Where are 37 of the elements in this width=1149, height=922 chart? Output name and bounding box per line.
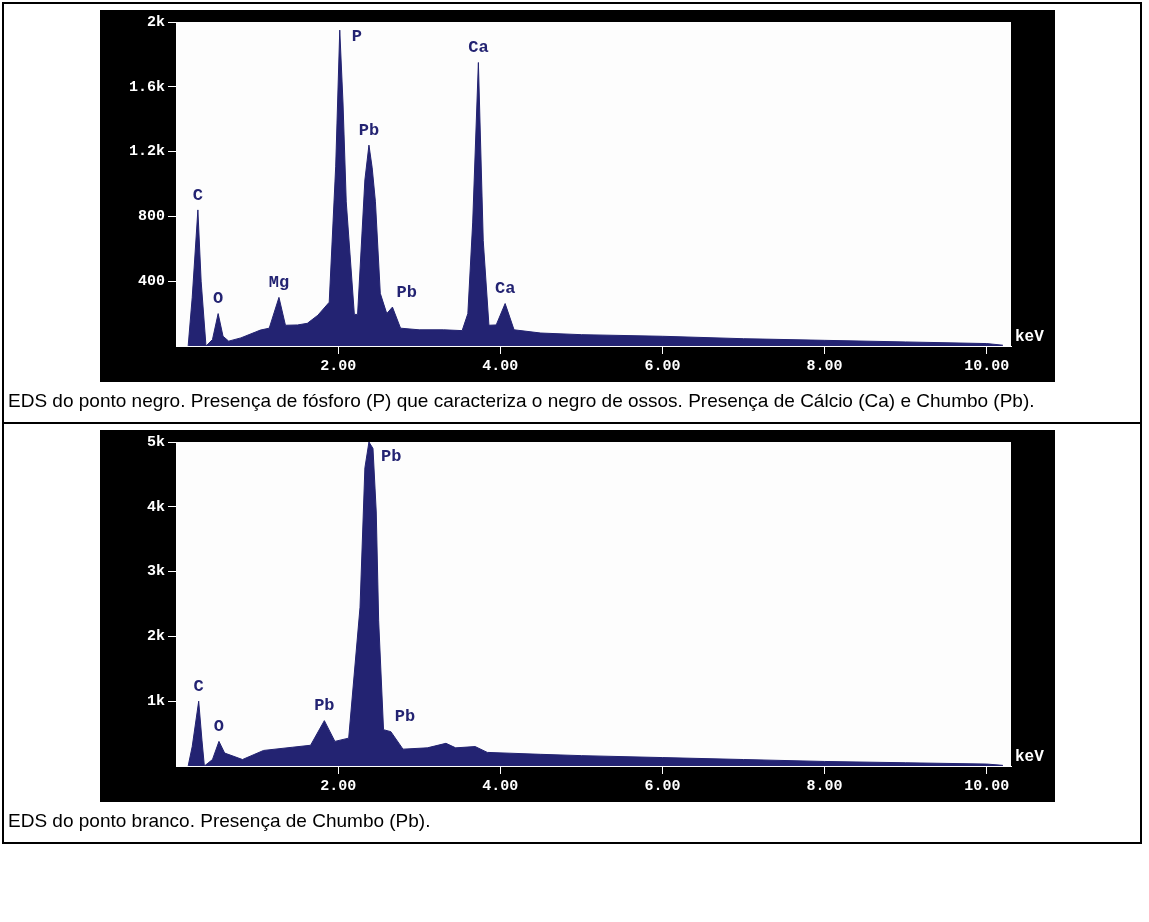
text: EDS do ponto negro. Presença de fósforo (P) que caracteriza o negro de ossos. Presença de Cálcio (Ca) e Chumbo (Pb).: [7, 389, 1036, 413]
y-tick-label: 800: [137, 208, 165, 226]
annotation: P: [351, 26, 362, 46]
annotation: Pb: [394, 707, 416, 727]
annotation: Mg: [268, 273, 290, 293]
y-tick-label: 4k: [146, 498, 165, 516]
y-tick-label: 2k: [146, 628, 165, 646]
y-tick-label: 400: [137, 272, 165, 290]
x-axis-title: keV: [1015, 748, 1045, 767]
x-tick-label: 6.00: [644, 357, 681, 375]
annotation: C: [192, 185, 203, 205]
y-tick-label: 1k: [146, 692, 165, 710]
annotation: Pb: [358, 120, 380, 140]
y-tick-label: 5k: [146, 433, 165, 451]
x-tick-label: 4.00: [482, 777, 519, 795]
x-tick-label: 2.00: [320, 777, 357, 795]
y-tick-label: 3k: [146, 563, 165, 581]
x-tick-label: 8.00: [806, 357, 843, 375]
text: EDS do ponto branco. Presença de Chumbo (Pb).: [7, 809, 432, 833]
x-tick-label: 8.00: [806, 777, 843, 795]
annotation: C: [193, 676, 204, 696]
annotation: Ca: [468, 38, 489, 58]
annotation: Pb: [396, 282, 417, 302]
annotation: Ca: [494, 279, 516, 299]
x-tick-label: 10.00: [964, 777, 1010, 795]
y-tick-label: 1.6k: [128, 78, 165, 96]
x-tick-label: 6.00: [644, 777, 681, 795]
y-tick-label: 2k: [146, 13, 165, 31]
x-tick-label: 10.00: [964, 357, 1010, 375]
annotation: Pb: [380, 446, 402, 466]
y-tick-label: 1.2k: [128, 143, 165, 161]
x-axis-title: keV: [1015, 328, 1045, 347]
x-tick-label: 2.00: [320, 357, 357, 375]
x-tick-label: 4.00: [482, 357, 519, 375]
annotation: O: [213, 717, 225, 737]
annotation: O: [213, 289, 224, 309]
annotation: Pb: [314, 696, 335, 716]
